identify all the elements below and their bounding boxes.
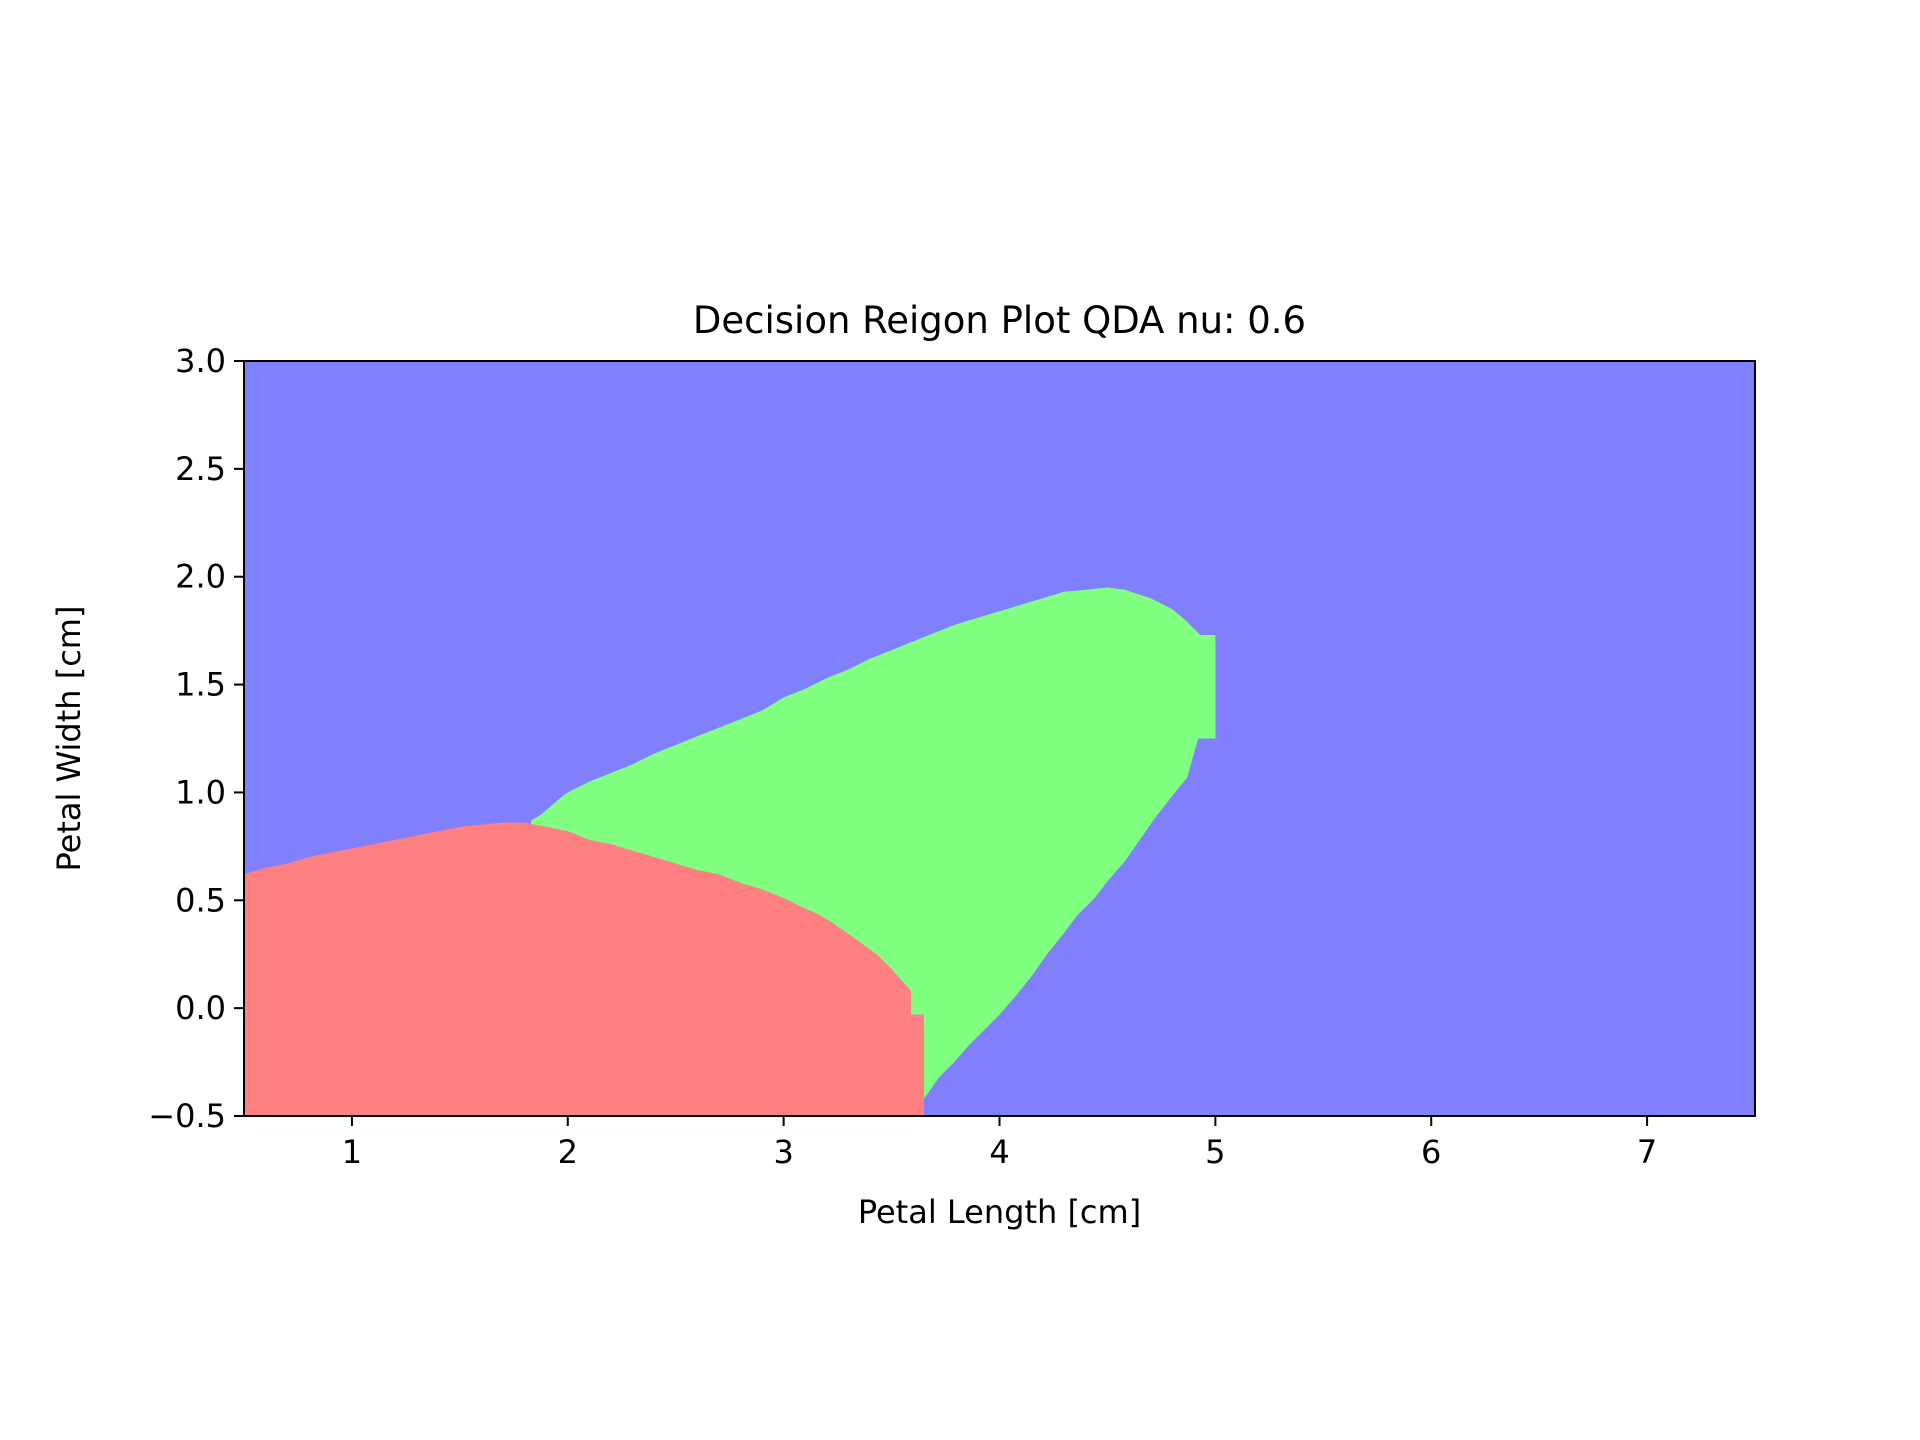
x-tick-label: 6	[1421, 1133, 1441, 1171]
x-axis-label: Petal Length [cm]	[858, 1193, 1141, 1231]
region-class-1	[531, 587, 1216, 1099]
y-tick-label: 2.5	[175, 450, 226, 488]
y-tick-label: 1.5	[175, 666, 226, 704]
region-class-0	[244, 822, 924, 1116]
x-tick-label: 1	[342, 1133, 362, 1171]
x-tick-label: 4	[989, 1133, 1009, 1171]
y-tick-label: 0.5	[175, 881, 226, 919]
y-tick-label: −0.5	[148, 1097, 226, 1135]
chart-title: Decision Reigon Plot QDA nu: 0.6	[693, 299, 1306, 342]
x-tick-label: 5	[1205, 1133, 1225, 1171]
x-axis: 1 2 3 4 5 6 7	[342, 1116, 1657, 1171]
x-tick-label: 7	[1637, 1133, 1657, 1171]
y-tick-label: 0.0	[175, 989, 226, 1027]
decision-regions	[244, 361, 1755, 1116]
x-tick-label: 2	[558, 1133, 578, 1171]
y-tick-label: 1.0	[175, 773, 226, 811]
y-axis-label: Petal Width [cm]	[50, 606, 88, 872]
y-tick-label: 2.0	[175, 558, 226, 596]
x-tick-label: 3	[773, 1133, 793, 1171]
y-axis: −0.5 0.0 0.5 1.0 1.5 2.0 2.5 3.0	[148, 342, 244, 1135]
y-tick-label: 3.0	[175, 342, 226, 380]
